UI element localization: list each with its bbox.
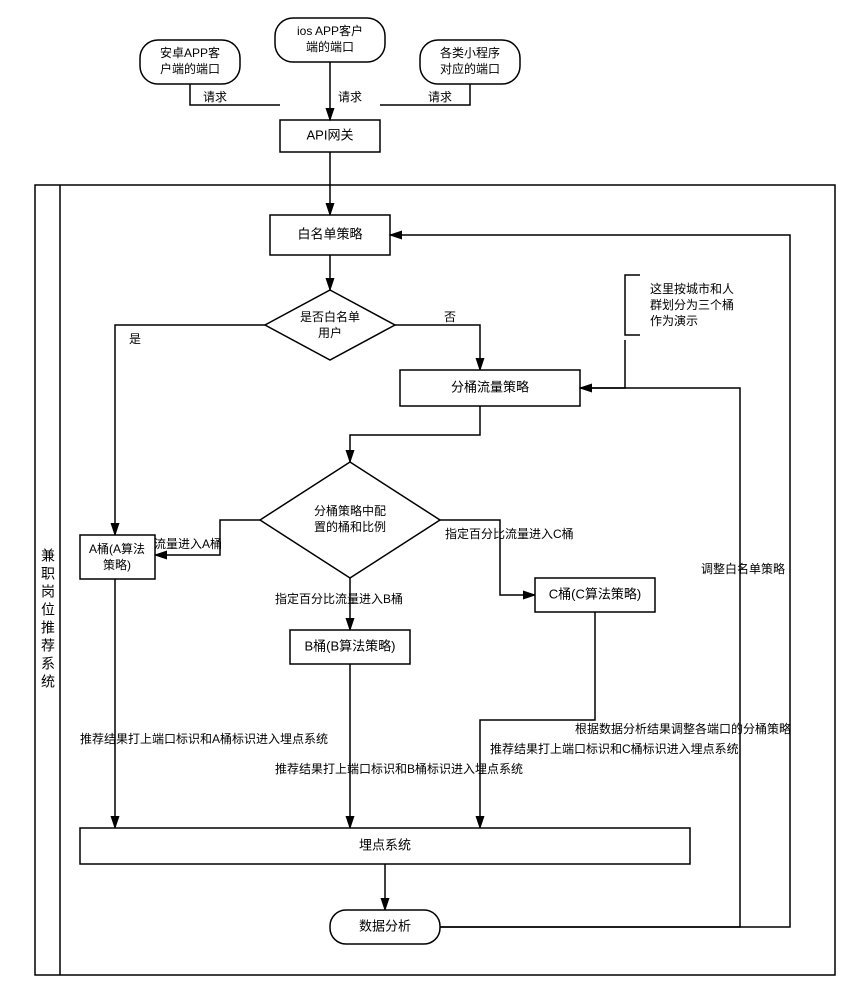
label: 对应的端口 — [440, 61, 500, 76]
node-ios: ios APP客户 端的端口 — [275, 18, 385, 62]
edge-label: 否 — [444, 310, 456, 324]
container-label: 兼职岗位推荐系统 — [40, 548, 56, 692]
label: 分桶策略中配 — [314, 503, 386, 518]
label: B桶(B算法策略) — [304, 638, 395, 653]
edge-label: 请求 — [338, 90, 362, 104]
label: C桶(C算法策略) — [549, 586, 641, 601]
node-bucket-c: C桶(C算法策略) — [535, 578, 655, 612]
label: API网关 — [307, 127, 354, 142]
label: 安卓APP客 — [160, 45, 220, 60]
label: ios APP客户 — [297, 23, 363, 38]
edge-label: 推荐结果打上端口标识和C桶标识进入埋点系统 — [490, 741, 739, 756]
label: 策略) — [103, 557, 131, 572]
node-bucket-policy: 分桶流量策略 — [400, 370, 580, 406]
label: 埋点系统 — [359, 837, 411, 852]
label: 群划分为三个桶 — [650, 297, 734, 312]
label: 这里按城市和人 — [650, 281, 734, 296]
flowchart-diagram: 安卓APP客 户端的端口 ios APP客户 端的端口 各类小程序 对应的端口 … — [0, 0, 859, 1000]
edge — [380, 84, 470, 105]
node-tracking: 埋点系统 — [80, 828, 690, 864]
node-bucket-b: B桶(B算法策略) — [290, 630, 410, 664]
edge-label: 指定百分比流量进入B桶 — [275, 591, 403, 606]
edge-label: 调整白名单策略 — [701, 561, 785, 576]
edge-label: 推荐结果打上端口标识和A桶标识进入埋点系统 — [80, 731, 328, 746]
edge-label: 指定百分比流量进入C桶 — [445, 526, 574, 541]
node-miniprog: 各类小程序 对应的端口 — [420, 40, 520, 84]
label: 端的端口 — [306, 39, 354, 54]
label: A桶(A算法 — [89, 541, 145, 556]
label: 白名单策略 — [297, 226, 362, 241]
label: 各类小程序 — [440, 45, 500, 60]
node-whitelist: 白名单策略 — [270, 215, 390, 255]
node-gateway: API网关 — [280, 120, 380, 152]
node-bucket-a: A桶(A算法 策略) — [80, 535, 155, 579]
edge-label: 推荐结果打上端口标识和B桶标识进入埋点系统 — [275, 761, 523, 776]
label: 分桶流量策略 — [451, 379, 529, 394]
label: 户端的端口 — [160, 61, 220, 76]
edge-label: 是 — [129, 332, 141, 346]
label: 作为演示 — [650, 313, 698, 328]
node-android: 安卓APP客 户端的端口 — [140, 40, 240, 84]
node-analysis: 数据分析 — [330, 910, 440, 944]
edge-label: 请求 — [428, 90, 452, 104]
label: 是否白名单 — [300, 309, 360, 324]
label: 置的桶和比例 — [314, 519, 386, 534]
label: 用户 — [318, 325, 342, 340]
edge-label: 根据数据分析结果调整各端口的分桶策略 — [575, 721, 791, 736]
label: 数据分析 — [359, 918, 411, 933]
edge-label: 请求 — [203, 90, 227, 104]
